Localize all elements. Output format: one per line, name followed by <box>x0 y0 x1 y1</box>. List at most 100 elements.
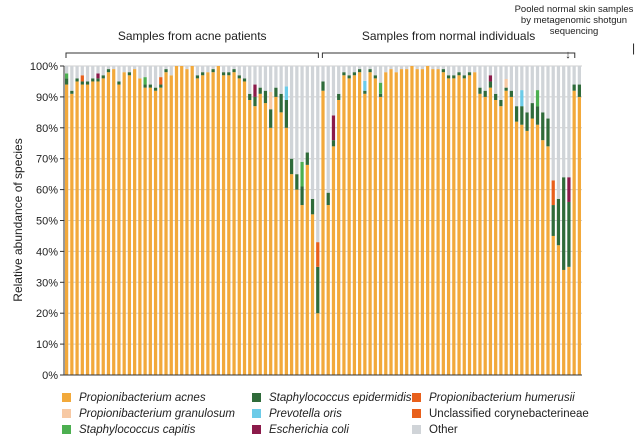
bar-other <box>556 66 561 199</box>
bar-s-epidermidis <box>279 93 283 113</box>
bar-p-acnes <box>384 72 388 376</box>
bar-other <box>504 66 508 79</box>
bar-other <box>541 66 545 113</box>
bar-p-acnes <box>169 75 173 376</box>
bar-s-epidermidis <box>363 90 367 94</box>
bar-s-epidermidis <box>504 87 508 91</box>
bar-other <box>242 66 247 79</box>
bar-p-acnes <box>316 313 320 375</box>
bar-p-acnes <box>483 96 487 376</box>
bar-other <box>201 66 205 73</box>
bar-other <box>232 66 236 70</box>
bar-s-epidermidis <box>305 152 309 165</box>
bar-other <box>112 66 116 70</box>
bar-p-acnes <box>227 75 231 376</box>
bar-other <box>478 66 482 88</box>
bar-other <box>169 66 173 76</box>
bar-minor-species <box>143 77 147 85</box>
bar-p-acnes <box>91 81 95 375</box>
bar-other <box>206 66 210 73</box>
bar-p-acnes <box>363 93 367 375</box>
bar-p-acnes <box>237 78 241 376</box>
bar-p-acnes <box>478 93 482 375</box>
legend-item-s-epidermidis: Staphylococcus epidermidis <box>252 391 412 405</box>
bar-other <box>289 66 294 159</box>
bar-s-epidermidis <box>85 81 90 85</box>
bar-other <box>127 66 132 73</box>
bar-other <box>452 66 456 76</box>
legend-swatch <box>252 409 261 418</box>
bar-s-epidermidis <box>514 106 519 122</box>
bar-other <box>185 66 189 70</box>
bar-s-epidermidis <box>159 84 163 88</box>
y-tick-label: 100% <box>30 61 58 73</box>
bar-p-acnes <box>295 189 299 375</box>
bar-other <box>499 66 503 100</box>
bar-p-acnes <box>190 66 194 375</box>
bar-p-acnes <box>567 266 571 375</box>
bar-s-epidermidis <box>148 84 152 88</box>
bar-other <box>96 66 100 74</box>
bar-s-epidermidis <box>530 103 534 119</box>
bar-s-epidermidis <box>331 140 336 147</box>
bar-s-epidermidis <box>525 112 529 131</box>
bar-other <box>567 66 571 178</box>
bar-p-acnes <box>562 269 566 375</box>
bar-p-acnes <box>452 78 456 376</box>
bar-other <box>394 66 398 73</box>
y-tick-label: 40% <box>36 246 58 258</box>
legend-item-p-acnes: Propionibacterium acnes <box>62 391 206 405</box>
bar-s-epidermidis <box>494 93 498 100</box>
bar-other <box>211 66 215 70</box>
bar-p-acnes <box>80 84 84 375</box>
bar-other <box>446 66 451 76</box>
bar-other <box>473 66 477 73</box>
bar-s-epidermidis <box>483 90 487 97</box>
bar-other <box>577 66 582 85</box>
bar-other <box>305 66 309 153</box>
bar-p-acnes <box>368 72 372 376</box>
bar-p-acnes <box>85 84 90 375</box>
bar-p-acnes <box>410 66 414 375</box>
bars <box>64 66 582 376</box>
bar-other <box>488 66 493 76</box>
bar-other <box>248 66 252 94</box>
bar-other <box>352 66 357 73</box>
bar-other <box>399 66 404 70</box>
bar-p-acnes <box>133 69 137 375</box>
bar-s-epidermidis <box>478 87 482 94</box>
bar-other <box>295 66 299 175</box>
bar-p-acnes <box>509 96 513 376</box>
bar-p-acnes <box>394 72 398 376</box>
legend-item-prevotella-oris: Prevotella oris <box>252 407 342 421</box>
bar-s-epidermidis <box>101 75 105 79</box>
bar-p-acnes <box>153 90 158 375</box>
bar-minor-species <box>504 78 508 88</box>
bar-other <box>562 66 566 178</box>
bar-p-acnes <box>96 81 100 375</box>
bar-other <box>91 66 95 79</box>
bar-s-epidermidis <box>321 81 325 91</box>
bar-other <box>525 66 529 113</box>
bar-other <box>258 66 262 88</box>
bar-other <box>195 66 200 76</box>
legend-swatch <box>252 393 261 402</box>
bar-other <box>551 66 555 181</box>
legend-item-corynebacterineae: Unclassified corynebacterineae <box>412 407 589 421</box>
bar-other <box>373 66 377 76</box>
bar-p-acnes <box>337 99 341 376</box>
bar-other <box>138 66 142 79</box>
bar-p-acnes <box>326 205 330 375</box>
bar-s-epidermidis <box>535 106 540 125</box>
bar-p-acnes <box>358 72 362 376</box>
bar-other <box>431 66 435 70</box>
bar-s-epidermidis <box>488 81 493 88</box>
bar-s-epidermidis <box>441 69 445 73</box>
bar-p-acnes <box>347 78 351 376</box>
bar-minor-species <box>316 242 320 267</box>
bar-other <box>358 66 362 70</box>
legend-swatch <box>62 409 71 418</box>
bar-s-epidermidis <box>520 106 524 125</box>
bar-other <box>300 66 304 162</box>
bar-other <box>253 66 257 85</box>
